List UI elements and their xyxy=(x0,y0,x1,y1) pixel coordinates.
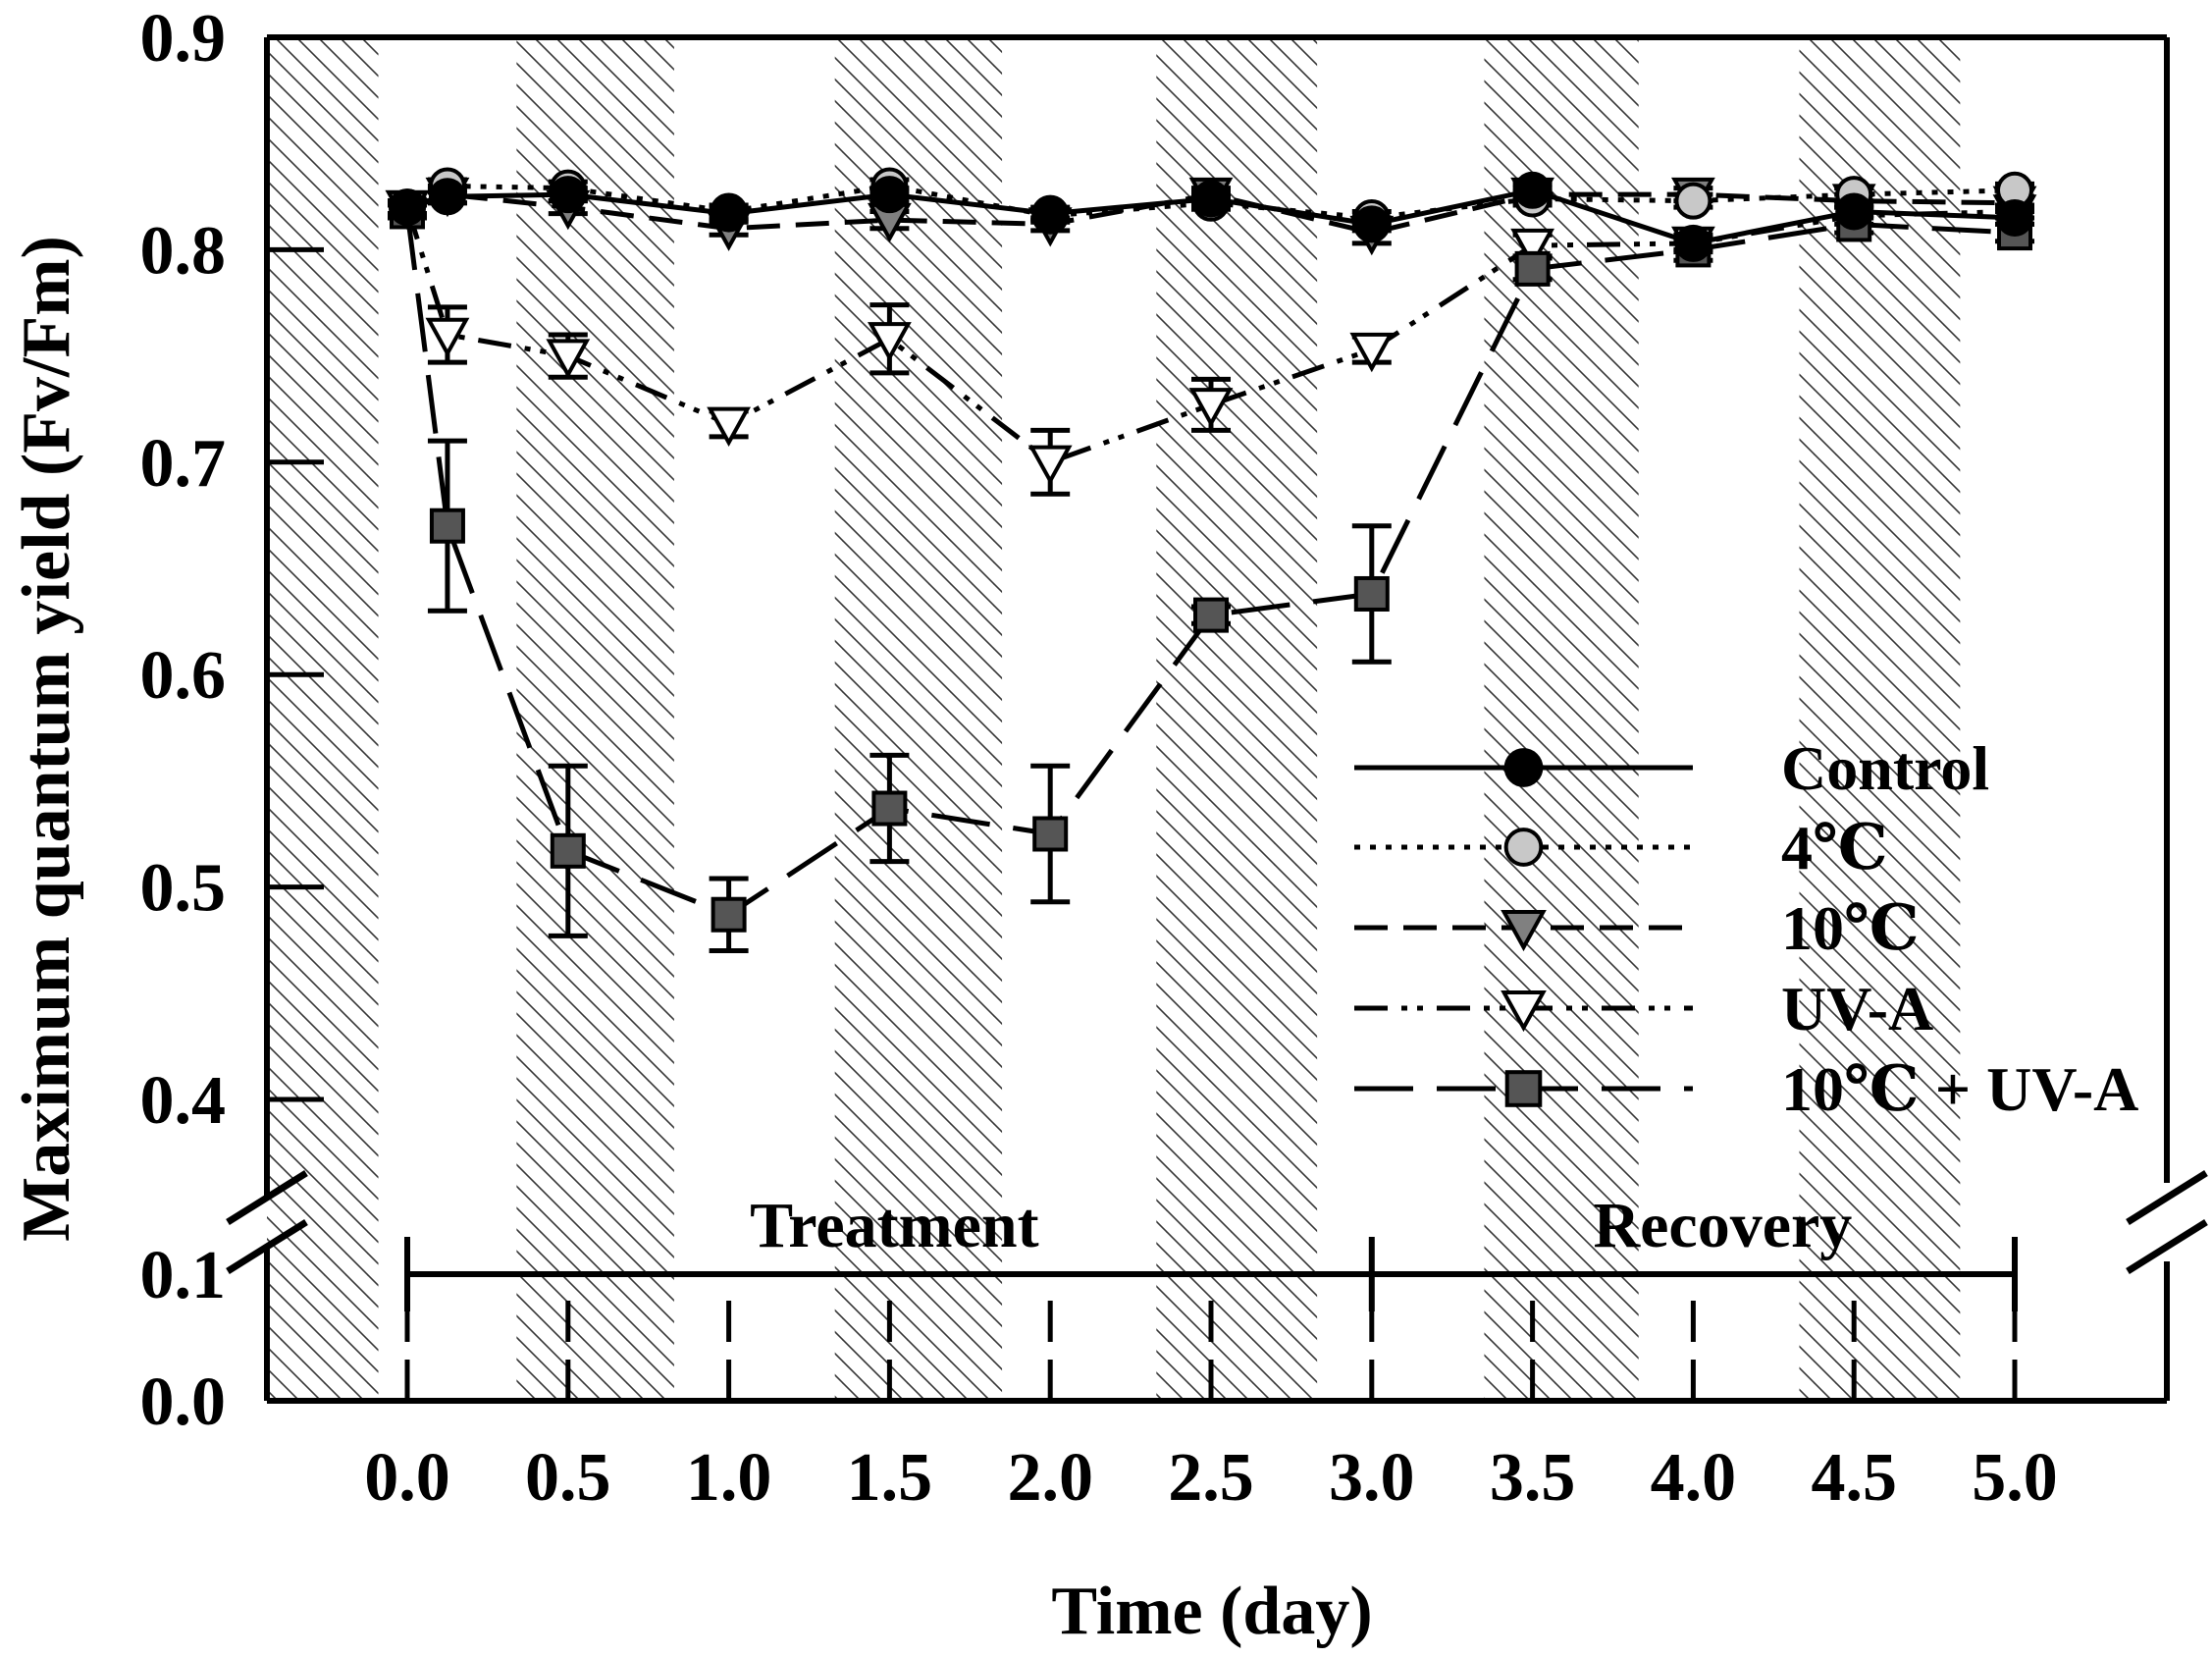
data-point xyxy=(707,406,751,447)
x-tick-label: 2.5 xyxy=(1168,1440,1254,1516)
data-point xyxy=(710,194,748,233)
axis-break-mark xyxy=(226,1170,308,1225)
x-tick-label: 1.5 xyxy=(847,1440,933,1516)
legend-entry: 10℃ xyxy=(1354,893,1920,963)
data-point xyxy=(1513,171,1552,209)
phase-label: Treatment xyxy=(750,1190,1038,1261)
legend-entry: Control xyxy=(1354,733,1989,803)
axis-break-mark xyxy=(226,1219,308,1274)
data-point xyxy=(711,896,747,933)
dark-period-bands xyxy=(267,37,1961,1401)
legend-marker xyxy=(1504,1070,1543,1107)
legend-label: 4℃ xyxy=(1781,813,1888,882)
x-axis-title: Time (day) xyxy=(1051,1574,1372,1649)
plot-frame xyxy=(226,34,2208,1404)
x-tick-label: 3.5 xyxy=(1490,1440,1576,1516)
dark-band-2 xyxy=(834,37,1003,1401)
data-point xyxy=(1353,575,1390,612)
data-point xyxy=(1027,445,1073,485)
legend-entry: UV-A xyxy=(1354,974,1933,1043)
x-tick-label: 3.0 xyxy=(1329,1440,1415,1516)
legend-marker xyxy=(1501,910,1547,952)
y-tick-label: 0.8 xyxy=(140,213,227,289)
data-point xyxy=(549,176,587,214)
legend-label: 10℃ xyxy=(1781,893,1920,963)
y-tick-label: 0.6 xyxy=(140,638,227,714)
data-point xyxy=(1032,816,1069,852)
x-tick-label: 5.0 xyxy=(1972,1440,2058,1516)
x-tick-label: 4.5 xyxy=(1811,1440,1897,1516)
data-point xyxy=(1510,228,1554,269)
data-point xyxy=(1031,194,1070,233)
y-tick-label: 0.0 xyxy=(140,1364,227,1440)
dark-band-3 xyxy=(1156,37,1318,1401)
phase-bar: Treatment Recovery xyxy=(404,1190,2018,1311)
y-tick-label: 0.5 xyxy=(140,851,227,927)
y-tick-label: 0.4 xyxy=(140,1063,227,1139)
data-point xyxy=(1674,182,1712,220)
phase-label: Recovery xyxy=(1593,1190,1852,1261)
data-point xyxy=(425,317,470,358)
legend-label: 10℃ + UV-A xyxy=(1781,1054,2138,1124)
data-point xyxy=(1835,192,1873,231)
y-tick-label: 0.1 xyxy=(140,1238,227,1313)
y-tick-label: 0.9 xyxy=(140,1,227,77)
axis-break-mark xyxy=(2126,1219,2208,1274)
legend-marker xyxy=(1501,990,1547,1033)
x-tick-label: 4.0 xyxy=(1651,1440,1737,1516)
data-point xyxy=(1514,250,1551,287)
dark-band-1 xyxy=(516,37,674,1401)
dark-band-5 xyxy=(1799,37,1961,1401)
y-tick-label: 0.7 xyxy=(140,426,227,502)
legend-label: Control xyxy=(1781,733,1989,803)
legend-label: UV-A xyxy=(1781,974,1933,1043)
series-line xyxy=(404,211,2016,918)
series-0 xyxy=(388,171,2034,262)
data-point xyxy=(870,176,909,214)
series-line xyxy=(406,187,2016,246)
x-tick-label: 0.5 xyxy=(525,1440,611,1516)
data-point xyxy=(1193,597,1229,633)
x-tick-label: 2.0 xyxy=(1007,1440,1093,1516)
legend-marker xyxy=(1503,828,1544,867)
data-point xyxy=(868,322,912,362)
axis-labels: 0.4 0.5 0.6 0.7 0.8 0.9 0.0 0.1 0.0 0.5 1.0 1.5 2.0 2… xyxy=(9,1,2058,1649)
data-point xyxy=(871,790,908,827)
x-tick-label: 0.0 xyxy=(364,1440,450,1516)
legend-entry: 4℃ xyxy=(1354,813,1888,882)
series-line xyxy=(406,191,2016,236)
data-point xyxy=(389,188,426,227)
data-point xyxy=(1349,332,1395,373)
data-point xyxy=(429,508,465,544)
series-line xyxy=(405,183,2016,221)
data-point xyxy=(1996,198,2033,237)
data-point xyxy=(1674,224,1712,262)
legend-marker xyxy=(1503,748,1544,787)
legend-entry: 10℃ + UV-A xyxy=(1354,1054,2138,1124)
dark-band-0 xyxy=(267,37,379,1401)
legend: Control 4℃ 10℃ UV-A 10℃ + UV-A xyxy=(1354,733,2138,1124)
data-point xyxy=(428,178,466,216)
data-point xyxy=(1192,180,1230,218)
axis-break-mark xyxy=(2126,1170,2208,1225)
data-point xyxy=(1352,205,1391,243)
x-tick-label: 1.0 xyxy=(686,1440,772,1516)
y-axis-title: Maximum quantum yield (Fv/Fm) xyxy=(9,236,84,1242)
data-point xyxy=(550,832,586,869)
series-layer xyxy=(385,167,2037,954)
data-point xyxy=(1188,388,1234,428)
data-point xyxy=(546,339,591,379)
